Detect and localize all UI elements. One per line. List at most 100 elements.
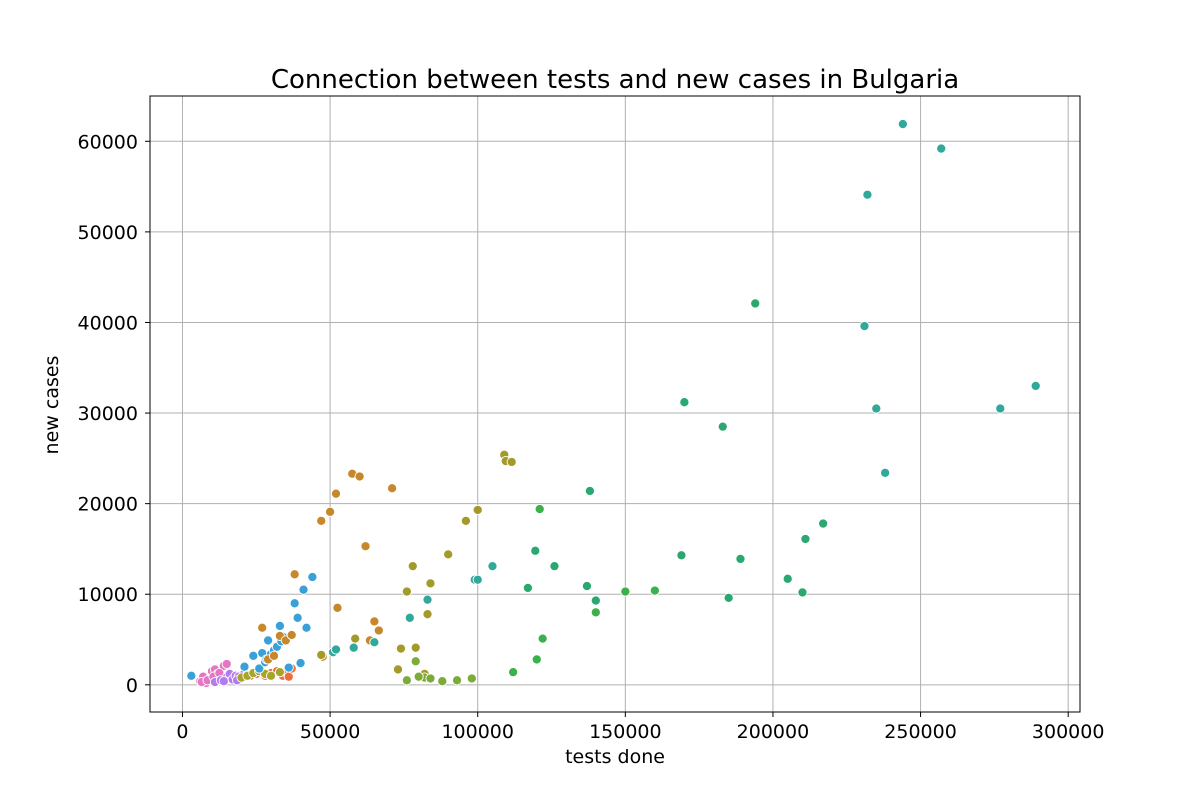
data-point	[871, 403, 882, 414]
data-point	[818, 518, 829, 529]
data-point	[620, 586, 631, 597]
plot-frame	[149, 95, 1081, 713]
data-point	[859, 321, 870, 332]
data-point	[425, 578, 436, 589]
y-tick-label: 40000	[78, 312, 138, 334]
data-point	[460, 515, 471, 526]
data-point	[373, 625, 384, 636]
data-point	[422, 609, 433, 620]
y-tick-label: 30000	[78, 403, 138, 425]
data-point	[239, 661, 250, 672]
x-axis-title: tests done	[565, 746, 665, 768]
data-point	[522, 582, 533, 593]
data-point	[295, 658, 306, 669]
data-point	[750, 298, 761, 309]
data-point	[354, 471, 365, 482]
data-point	[274, 620, 285, 631]
data-point	[268, 650, 280, 661]
data-point	[298, 584, 309, 595]
data-point	[534, 504, 545, 515]
data-point	[508, 667, 519, 678]
data-point	[387, 483, 398, 494]
data-point	[254, 663, 265, 674]
data-point	[590, 595, 601, 606]
grid-lines	[150, 96, 1080, 712]
data-point	[307, 571, 318, 583]
data-point	[274, 667, 285, 678]
data-point	[584, 485, 595, 497]
data-point	[332, 602, 343, 613]
data-point	[218, 676, 229, 687]
data-point	[392, 664, 404, 675]
data-point	[443, 549, 454, 560]
y-tick-label: 0	[126, 675, 138, 697]
data-point	[395, 643, 407, 654]
data-point	[880, 467, 891, 478]
data-point	[360, 541, 371, 552]
y-tick-label: 60000	[78, 131, 138, 153]
data-point	[369, 616, 380, 627]
data-point	[679, 397, 690, 408]
data-point	[1030, 380, 1041, 391]
data-point	[289, 569, 300, 580]
data-point	[649, 585, 660, 596]
data-point	[531, 654, 542, 665]
data-point	[422, 594, 433, 605]
data-point	[263, 635, 274, 646]
x-tick-label: 200000	[737, 721, 810, 743]
data-point	[348, 642, 359, 653]
data-point	[797, 587, 808, 598]
data-point	[549, 561, 560, 572]
data-point	[472, 504, 483, 516]
data-point	[735, 553, 746, 564]
data-point	[369, 637, 380, 648]
data-point	[325, 506, 336, 517]
data-point	[401, 675, 412, 686]
data-point	[401, 586, 412, 597]
axis-ticks: 0 50000 100000 150000 200000 250000 300000 0 100…	[78, 131, 1105, 743]
data-point	[265, 670, 277, 681]
data-point	[451, 675, 463, 686]
data-point	[800, 533, 811, 545]
data-point	[897, 119, 908, 130]
x-tick-label: 150000	[589, 721, 662, 743]
data-point	[487, 561, 498, 572]
data-point	[186, 670, 197, 681]
data-point	[316, 515, 327, 526]
data-point	[717, 421, 728, 432]
data-point	[995, 403, 1006, 414]
x-tick-label: 300000	[1032, 721, 1105, 743]
data-point	[862, 189, 873, 200]
data-point	[466, 673, 477, 684]
y-axis-title: new cases	[41, 356, 63, 455]
data-point	[330, 644, 342, 655]
data-point	[676, 550, 687, 561]
data-point	[590, 607, 601, 618]
data-point	[537, 633, 548, 644]
data-point	[437, 676, 448, 687]
x-tick-label: 250000	[884, 721, 957, 743]
data-points	[186, 119, 1041, 689]
data-point	[257, 622, 268, 633]
y-tick-label: 50000	[78, 222, 138, 244]
data-point	[425, 673, 436, 684]
chart-title: Connection between tests and new cases i…	[271, 65, 959, 95]
data-point	[289, 598, 300, 609]
data-point	[410, 642, 421, 653]
data-point	[472, 574, 483, 585]
data-point	[221, 658, 232, 670]
data-point	[330, 488, 342, 499]
x-tick-label: 0	[176, 721, 188, 743]
data-point	[530, 545, 541, 556]
data-point	[316, 649, 327, 660]
data-point	[410, 656, 421, 667]
data-point	[723, 592, 734, 603]
data-point	[782, 573, 793, 584]
data-point	[301, 622, 312, 633]
data-point	[506, 456, 517, 468]
data-point	[350, 633, 361, 644]
data-point	[286, 629, 297, 641]
data-point	[283, 662, 294, 673]
data-point	[404, 612, 415, 623]
